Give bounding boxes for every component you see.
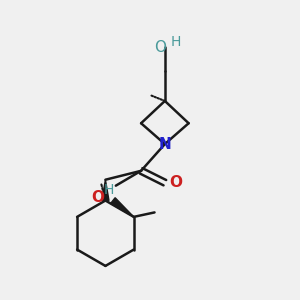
Text: N: N: [158, 136, 171, 152]
Text: H: H: [103, 183, 114, 197]
Text: H: H: [171, 34, 181, 49]
Text: O: O: [92, 190, 105, 205]
Polygon shape: [111, 198, 134, 217]
Polygon shape: [102, 180, 109, 200]
Text: O: O: [154, 40, 166, 55]
Text: O: O: [169, 175, 182, 190]
